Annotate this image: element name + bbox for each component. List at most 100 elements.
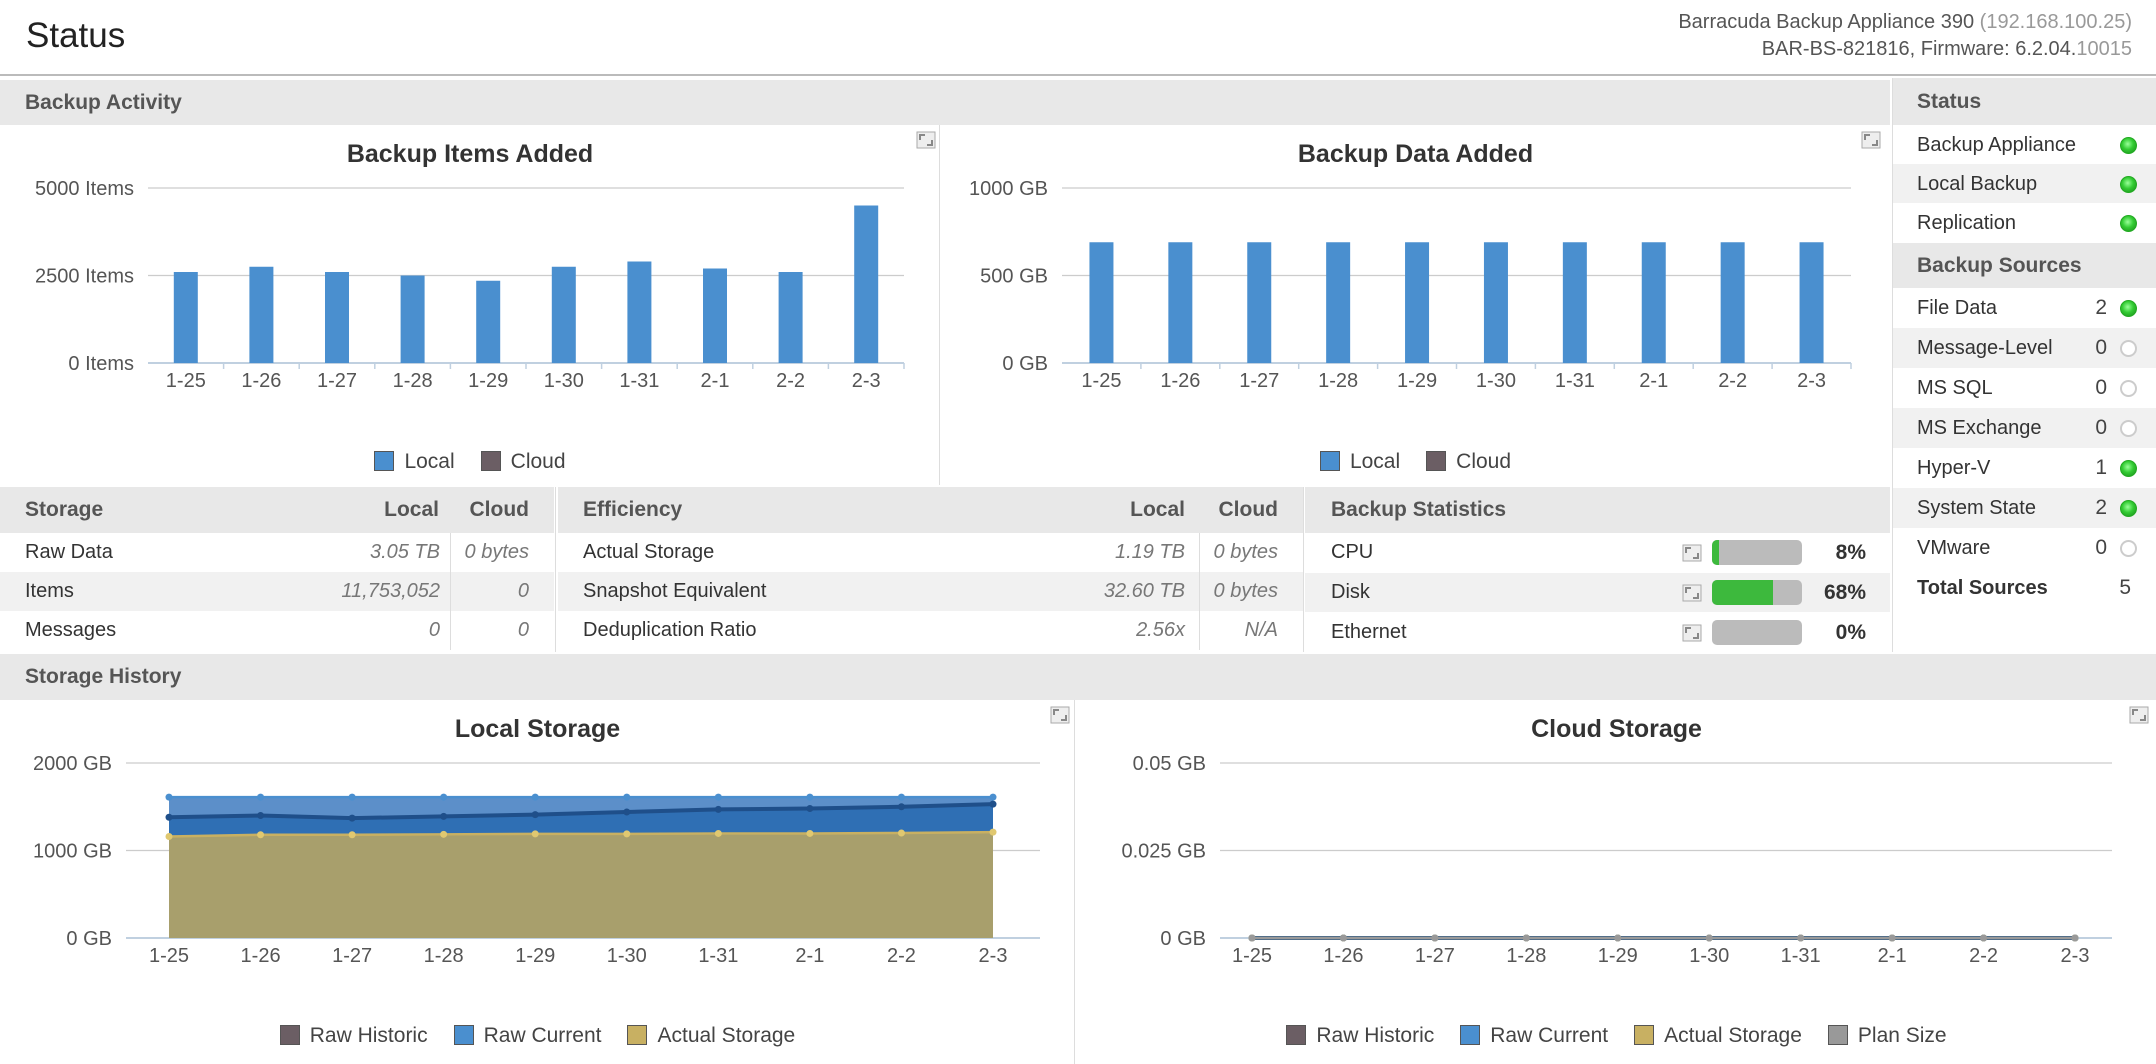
- source-item[interactable]: Hyper-V 1: [1893, 448, 2156, 488]
- row-label: Raw Data: [25, 541, 113, 563]
- y-tick-label: 500 GB: [980, 266, 1048, 288]
- bar-local: [1168, 242, 1193, 363]
- source-item-count: 0: [2095, 536, 2107, 559]
- source-item-count: 2: [2095, 496, 2107, 519]
- point-raw-current: [257, 812, 265, 819]
- point-raw-current: [806, 805, 814, 812]
- bar-local: [173, 272, 198, 363]
- expand-chart-icon[interactable]: [1682, 584, 1702, 602]
- legend-raw-historic-swatch: [279, 1025, 300, 1045]
- legend-plan-size[interactable]: Plan Size: [1827, 1024, 1947, 1048]
- source-item-label: File Data: [1917, 296, 1998, 319]
- legend-cloud[interactable]: Cloud: [1426, 450, 1511, 474]
- stat-usage-bar: [1712, 620, 1802, 645]
- expand-chart-icon[interactable]: [1682, 624, 1702, 642]
- cloud-storage-legend: Raw Historic Raw Current Actual Storage …: [1077, 1024, 2156, 1048]
- stat-row: CPU 8%: [1305, 533, 1890, 572]
- expand-chart-icon[interactable]: [2129, 706, 2149, 724]
- total-sources-label: Total Sources: [1917, 576, 2048, 599]
- x-tick-label: 1-29: [468, 370, 508, 392]
- legend-cloud[interactable]: Cloud: [480, 450, 566, 474]
- backup-data-legend: Local Cloud: [941, 450, 1890, 474]
- x-tick-label: 2-1: [1639, 370, 1668, 392]
- point-raw-historic: [623, 793, 631, 801]
- legend-actual-storage-swatch: [627, 1025, 648, 1045]
- bar-local: [627, 261, 652, 363]
- status-item-label: Backup Appliance: [1917, 133, 2077, 156]
- storage-col-local: Local: [384, 498, 439, 521]
- point-plan-size: [1797, 934, 1805, 942]
- bar-local: [703, 268, 727, 363]
- bar-local: [249, 266, 274, 363]
- status-indicator-icon: [2120, 137, 2137, 154]
- row-label: Actual Storage: [583, 541, 715, 563]
- x-tick-label: 2-3: [979, 945, 1008, 967]
- status-item[interactable]: Replication: [1893, 203, 2156, 243]
- point-plan-size: [1248, 934, 1256, 942]
- source-item-label: MS SQL: [1917, 376, 1993, 399]
- stat-usage-fill: [1712, 540, 1720, 565]
- x-tick-label: 1-27: [1415, 945, 1455, 967]
- efficiency-table: Efficiency Local Cloud Actual Storage 1.1…: [558, 487, 1303, 652]
- local-storage-chart: Local Storage 0 GB 1000 GB 2000 GB 1-25 1-26 1…: [33, 715, 1040, 967]
- row-local-value: 2.56x: [1136, 619, 1185, 641]
- backup-items-chart-panel: Backup Items Added 0 Items 2500 Items 5000 …: [0, 125, 940, 485]
- source-item[interactable]: MS SQL 0: [1893, 368, 2156, 408]
- stat-row: Disk 68%: [1305, 573, 1890, 612]
- point-raw-historic: [897, 793, 905, 801]
- point-plan-size: [1339, 934, 1347, 942]
- x-tick-label: 1-25: [166, 370, 206, 392]
- x-tick-label: 1-31: [1555, 370, 1595, 392]
- legend-raw-historic[interactable]: Raw Historic: [1286, 1024, 1434, 1048]
- status-indicator-icon: [2120, 215, 2137, 232]
- y-tick-label: 2000 GB: [33, 753, 112, 775]
- legend-local[interactable]: Local: [1319, 450, 1400, 474]
- row-label: Messages: [25, 619, 117, 641]
- source-status-icon: [2120, 380, 2137, 397]
- point-plan-size: [1614, 934, 1622, 942]
- status-item[interactable]: Backup Appliance: [1893, 125, 2156, 165]
- source-item[interactable]: System State 2: [1893, 488, 2156, 528]
- point-raw-current: [989, 800, 997, 808]
- legend-actual-storage[interactable]: Actual Storage: [627, 1024, 795, 1048]
- bar-local: [1089, 242, 1114, 363]
- point-raw-current: [348, 814, 356, 822]
- bar-local: [1641, 242, 1666, 363]
- x-tick-label: 2-2: [776, 370, 805, 392]
- bar-local: [1483, 242, 1508, 363]
- x-tick-label: 1-27: [332, 945, 372, 967]
- row-local-value: 0: [428, 619, 440, 641]
- legend-raw-current[interactable]: Raw Current: [1460, 1024, 1608, 1048]
- y-tick-label: 5000 Items: [35, 178, 134, 200]
- legend-local[interactable]: Local: [374, 450, 455, 474]
- point-actual-storage: [257, 831, 265, 839]
- backup-activity-header: Backup Activity: [0, 80, 1890, 125]
- legend-raw-historic[interactable]: Raw Historic: [279, 1024, 428, 1048]
- expand-chart-icon[interactable]: [916, 131, 936, 149]
- source-status-icon: [2120, 540, 2137, 557]
- x-tick-label: 1-26: [1323, 945, 1363, 967]
- source-item[interactable]: MS Exchange 0: [1893, 408, 2156, 448]
- row-cloud-value: N/A: [1244, 619, 1278, 641]
- status-item[interactable]: Local Backup: [1893, 164, 2156, 204]
- source-item[interactable]: File Data 2: [1893, 288, 2156, 328]
- expand-chart-icon[interactable]: [1050, 706, 1070, 724]
- expand-chart-icon[interactable]: [1682, 544, 1702, 562]
- source-item[interactable]: VMware 0: [1893, 528, 2156, 568]
- legend-actual-storage[interactable]: Actual Storage: [1634, 1024, 1802, 1048]
- legend-local-swatch: [374, 451, 395, 471]
- source-item[interactable]: Message-Level 0: [1893, 328, 2156, 368]
- stat-usage-fill: [1712, 580, 1774, 605]
- point-raw-historic: [714, 793, 722, 801]
- table-row: Snapshot Equivalent 32.60 TB 0 bytes: [558, 572, 1303, 611]
- efficiency-table-header: Efficiency Local Cloud: [558, 487, 1303, 533]
- legend-raw-current[interactable]: Raw Current: [453, 1024, 601, 1048]
- source-item-count: 0: [2095, 376, 2107, 399]
- x-tick-label: 1-29: [1397, 370, 1437, 392]
- row-local-value: 3.05 TB: [369, 541, 440, 563]
- status-sidebar: Status Backup Appliance Local Backup Repli…: [1892, 78, 2156, 652]
- x-tick-label: 1-25: [1232, 945, 1272, 967]
- point-actual-storage: [531, 830, 539, 838]
- expand-chart-icon[interactable]: [1861, 131, 1881, 149]
- stat-label: Ethernet: [1331, 621, 1407, 643]
